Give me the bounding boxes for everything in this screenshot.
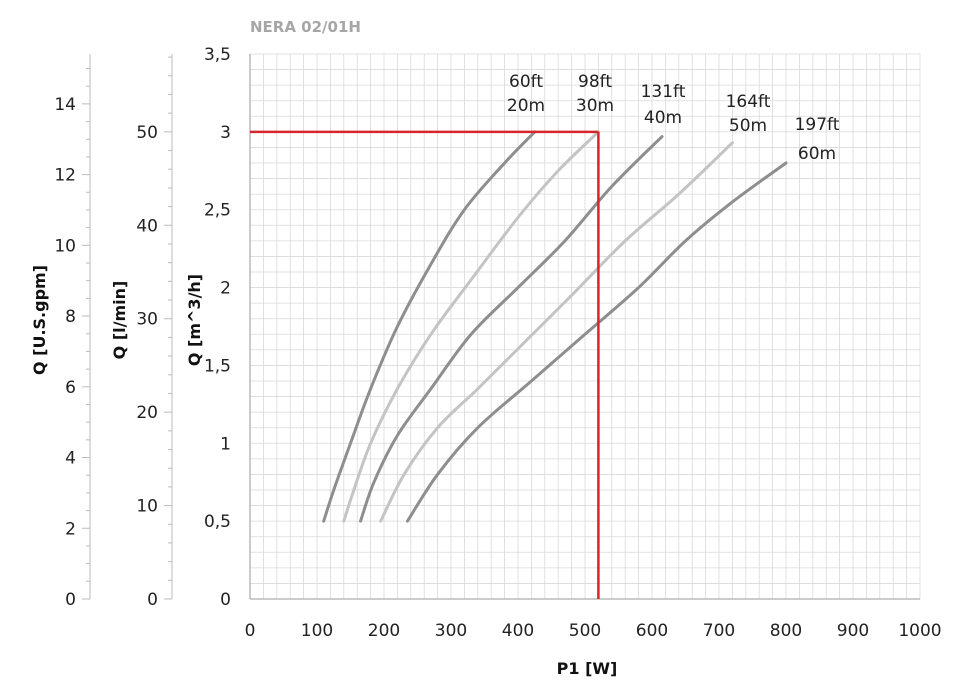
gpm-tick-label: 12 xyxy=(54,166,76,186)
axes: 0 100 200 300 400 500 600 700 800 900 100000,511,5… xyxy=(54,45,941,641)
curve-label-m: 60m xyxy=(798,144,836,164)
curve-label-m: 20m xyxy=(507,96,545,116)
chart-title: NERA 02/01H xyxy=(250,18,361,36)
curve-label-m: 40m xyxy=(644,108,682,128)
y-axis-title: Q [m^3/h] xyxy=(185,274,204,366)
lmin-tick-label: 40 xyxy=(136,216,158,236)
x-tick-label: 500 xyxy=(569,621,601,641)
gpm-tick-label: 4 xyxy=(65,449,76,469)
curve-60m xyxy=(405,161,788,523)
lmin-tick-label: 50 xyxy=(136,123,158,143)
gpm-axis-title: Q [U.S.gpm] xyxy=(30,265,49,375)
x-tick-label: 100 xyxy=(301,621,333,641)
curve-label-ft: 197ft xyxy=(795,115,840,135)
curve-label-m: 30m xyxy=(576,96,614,116)
gpm-tick-label: 0 xyxy=(65,590,76,610)
y-tick-label: 0 xyxy=(220,590,231,610)
x-tick-label: 300 xyxy=(435,621,467,641)
curve-labels: 60ft 20m 98ft 30m 131ft 40m 164ft 50m 197ft 60m xyxy=(507,72,840,164)
curves xyxy=(322,130,788,523)
gpm-tick-label: 10 xyxy=(54,236,76,256)
curve-label-ft: 164ft xyxy=(726,92,771,112)
curve-50m xyxy=(379,141,734,523)
lmin-tick-label: 30 xyxy=(136,310,158,330)
gpm-tick-label: 8 xyxy=(65,307,76,327)
lmin-axis-title: Q [l/min] xyxy=(110,281,129,360)
x-tick-label: 800 xyxy=(770,621,802,641)
y-tick-label: 1,5 xyxy=(204,356,231,376)
gpm-tick-label: 14 xyxy=(54,95,76,115)
curve-label-ft: 60ft xyxy=(509,72,543,92)
x-tick-label: 900 xyxy=(837,621,869,641)
curve-label-m: 50m xyxy=(729,116,767,136)
curve-30m xyxy=(342,130,600,523)
gpm-tick-label: 2 xyxy=(65,519,76,539)
curve-40m xyxy=(359,135,664,523)
curve-label-ft: 131ft xyxy=(641,82,686,102)
y-tick-label: 2,5 xyxy=(204,201,231,221)
lmin-tick-label: 0 xyxy=(147,590,158,610)
grid xyxy=(249,53,921,600)
curve-label-ft: 98ft xyxy=(578,72,612,92)
x-tick-label: 200 xyxy=(368,621,400,641)
x-tick-label: 0 xyxy=(245,621,256,641)
x-tick-label: 1000 xyxy=(898,621,941,641)
x-tick-label: 600 xyxy=(636,621,668,641)
gpm-tick-label: 6 xyxy=(65,378,76,398)
y-tick-label: 3 xyxy=(220,123,231,143)
x-tick-label: 400 xyxy=(502,621,534,641)
curve-20m xyxy=(322,130,537,523)
x-axis-title: P1 [W] xyxy=(557,659,618,678)
lmin-tick-label: 20 xyxy=(136,403,158,423)
y-tick-label: 3,5 xyxy=(204,45,231,65)
y-tick-label: 1 xyxy=(220,434,231,454)
x-tick-label: 700 xyxy=(703,621,735,641)
operating-point-lines xyxy=(250,130,600,599)
y-tick-label: 0,5 xyxy=(204,512,231,532)
y-tick-label: 2 xyxy=(220,279,231,299)
lmin-tick-label: 10 xyxy=(136,497,158,517)
